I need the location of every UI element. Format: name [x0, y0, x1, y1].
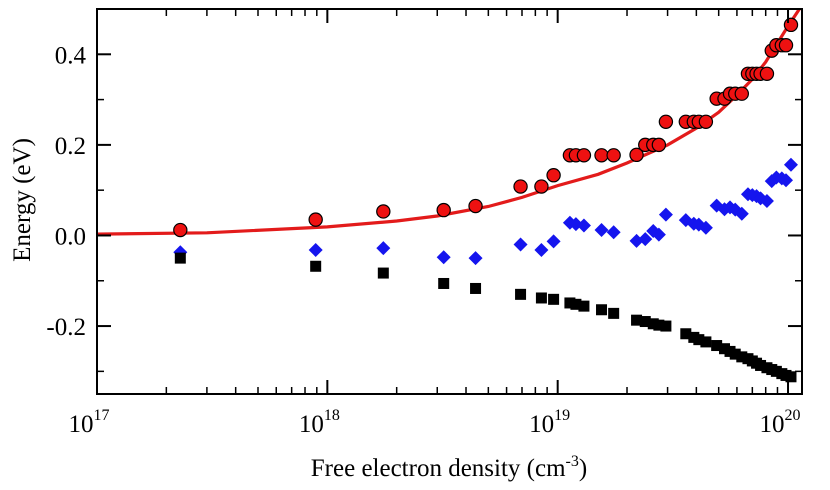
circle-point — [173, 222, 188, 238]
diamond-point — [606, 225, 621, 240]
circle-point — [778, 38, 794, 53]
square-point — [631, 314, 643, 326]
circle-point — [759, 66, 775, 81]
square-point — [578, 300, 590, 312]
square-point — [785, 371, 797, 383]
circle-point — [436, 202, 451, 218]
y-axis-title: Energy (eV) — [9, 138, 36, 262]
circle-point — [576, 148, 592, 163]
y-tick-label: 0.2 — [55, 133, 86, 160]
square-point — [515, 288, 527, 300]
y-tick-label: 0.0 — [55, 223, 86, 250]
diamond-point — [534, 242, 549, 257]
square-point — [693, 334, 705, 346]
square-point — [310, 260, 322, 272]
diamond-point — [576, 218, 591, 233]
diamond-point — [308, 242, 323, 257]
plot-area — [96, 8, 801, 383]
circle-point — [698, 114, 714, 129]
diamond-point — [759, 194, 774, 209]
square-point — [377, 267, 389, 279]
circle-point — [513, 179, 528, 194]
square-point — [729, 348, 741, 360]
circle-point — [629, 147, 644, 163]
square-point — [470, 282, 482, 294]
square-point — [174, 252, 186, 264]
x-axis-title: Free electron density (cm-3) — [311, 453, 587, 482]
diamond-point — [376, 241, 391, 256]
diamond-point — [651, 227, 666, 242]
circle-point — [308, 212, 323, 227]
diamond-point — [594, 223, 609, 238]
circle-point — [376, 204, 391, 219]
square-point — [548, 293, 560, 305]
square-point — [647, 318, 659, 330]
circle-point — [468, 198, 483, 214]
square-point — [719, 343, 731, 355]
circle-point — [783, 17, 799, 33]
square-point — [711, 340, 723, 352]
square-point — [660, 320, 672, 332]
y-tick-label: 0.4 — [55, 42, 87, 69]
diamond-point — [783, 157, 798, 172]
x-tick-label: 1020 — [760, 407, 801, 438]
square-point — [608, 307, 620, 319]
square-point — [535, 292, 547, 304]
x-tick-label: 1017 — [69, 407, 110, 438]
square-point — [700, 336, 712, 348]
square-point — [438, 277, 450, 289]
square-point — [596, 304, 608, 316]
square-point — [570, 298, 582, 310]
axis-ticks — [96, 8, 802, 394]
square-point — [653, 319, 665, 331]
diamond-point — [468, 251, 483, 266]
diamond-point — [734, 206, 749, 221]
diamond-point — [513, 237, 528, 252]
square-point — [564, 297, 576, 309]
square-point — [736, 351, 748, 363]
diamond-point — [778, 173, 793, 188]
diamond-point — [658, 207, 673, 222]
diamond-point — [638, 232, 653, 247]
circle-point — [546, 168, 561, 183]
x-tick-label: 1018 — [299, 407, 340, 438]
circle-point — [658, 114, 674, 129]
square-point — [755, 359, 767, 371]
square-point — [680, 328, 692, 340]
square-point — [639, 316, 651, 328]
circle-point — [606, 148, 621, 163]
diamond-point — [698, 220, 713, 235]
circle-point — [594, 148, 609, 163]
diamond-point — [436, 250, 451, 265]
plot-frame — [96, 8, 803, 395]
circle-point — [534, 179, 549, 194]
circle-point — [734, 86, 749, 101]
circle-point — [651, 137, 667, 153]
fit-curve — [96, 8, 801, 236]
diamond-point — [546, 234, 561, 249]
x-tick-label: 1019 — [529, 407, 570, 438]
y-tick-label: -0.2 — [46, 314, 86, 341]
axis-tick-labels: 1017 1018 1019 1020 0.4 0.2 0.0 -0.2 — [46, 42, 800, 438]
